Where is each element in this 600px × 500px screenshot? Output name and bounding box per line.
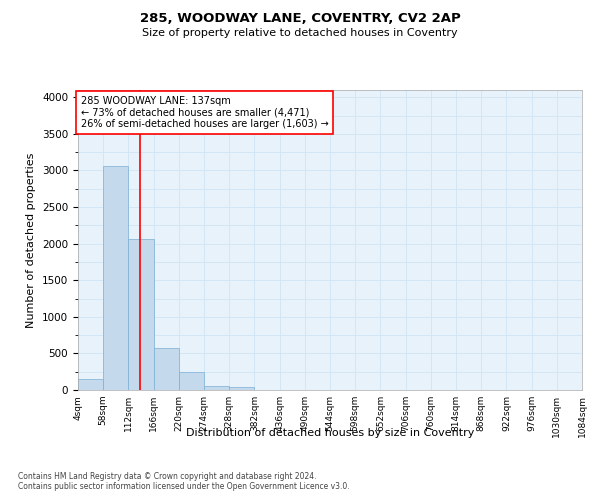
Bar [154, 348, 179, 390]
Text: Contains public sector information licensed under the Open Government Licence v3: Contains public sector information licen… [18, 482, 350, 491]
Text: Contains HM Land Registry data © Crown copyright and database right 2024.: Contains HM Land Registry data © Crown c… [18, 472, 317, 481]
Bar [229, 388, 254, 390]
Bar [128, 240, 154, 390]
Bar [78, 379, 103, 390]
Text: Size of property relative to detached houses in Coventry: Size of property relative to detached ho… [142, 28, 458, 38]
Y-axis label: Number of detached properties: Number of detached properties [26, 152, 37, 328]
Bar [103, 166, 128, 390]
Bar [204, 386, 229, 390]
Text: 285, WOODWAY LANE, COVENTRY, CV2 2AP: 285, WOODWAY LANE, COVENTRY, CV2 2AP [140, 12, 460, 26]
Text: Distribution of detached houses by size in Coventry: Distribution of detached houses by size … [186, 428, 474, 438]
Text: 285 WOODWAY LANE: 137sqm
← 73% of detached houses are smaller (4,471)
26% of sem: 285 WOODWAY LANE: 137sqm ← 73% of detach… [81, 96, 329, 129]
Bar [179, 372, 204, 390]
